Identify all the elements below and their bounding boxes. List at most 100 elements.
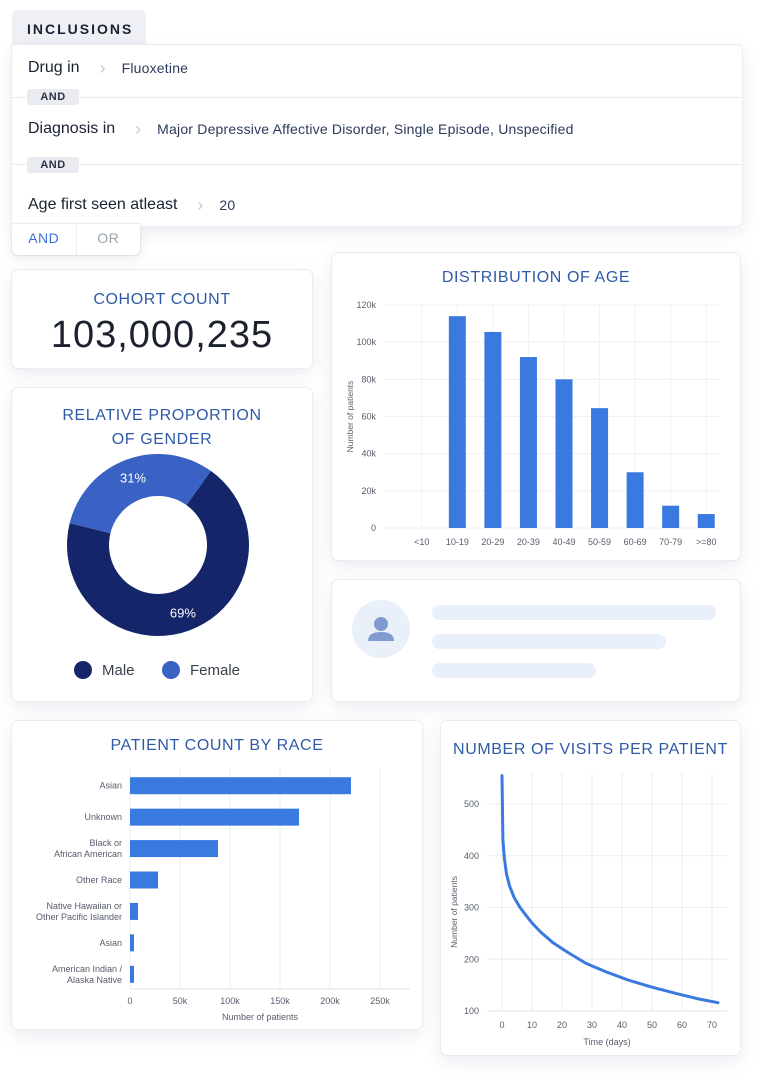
x-tick-label: 20-29 bbox=[481, 537, 504, 547]
divider bbox=[12, 97, 742, 98]
age-bar-20-29 bbox=[484, 331, 502, 528]
race-bar bbox=[130, 871, 158, 889]
skeleton-line bbox=[432, 605, 716, 620]
cohort-count-value: 103,000,235 bbox=[50, 314, 274, 356]
divider bbox=[12, 164, 742, 165]
y-tick-label: 400 bbox=[464, 851, 479, 861]
race-card: PATIENT COUNT BY RACE 0 50k 100k 150k 200k 25… bbox=[12, 721, 422, 1029]
male-percent-label: 69% bbox=[170, 606, 196, 621]
criterion-diagnosis[interactable]: Diagnosis in › Major Depressive Affectiv… bbox=[28, 115, 574, 143]
female-percent-label: 31% bbox=[120, 470, 146, 485]
cohort-count-title: COHORT COUNT bbox=[93, 291, 231, 308]
x-tick-label: 40 bbox=[617, 1020, 627, 1030]
visits-card: NUMBER OF VISITS PER PATIENT 0 10 20 30 40 50… bbox=[441, 721, 740, 1055]
x-tick-label: <10 bbox=[414, 537, 429, 547]
y-tick-label: 120k bbox=[356, 300, 376, 310]
race-category-label: American Indian / bbox=[52, 964, 123, 974]
skeleton-line bbox=[432, 663, 596, 678]
x-tick-label: 40-49 bbox=[552, 537, 575, 547]
y-tick-label: 300 bbox=[464, 903, 479, 913]
x-tick-label: 200k bbox=[320, 996, 340, 1006]
y-tick-label: 80k bbox=[361, 374, 376, 384]
race-bar bbox=[130, 934, 134, 952]
race-bar bbox=[130, 808, 299, 826]
x-tick-label: 50 bbox=[647, 1020, 657, 1030]
y-tick-label: 100k bbox=[356, 337, 376, 347]
age-chart-title: DISTRIBUTION OF AGE bbox=[441, 269, 631, 286]
criterion-value[interactable]: Fluoxetine bbox=[121, 60, 189, 76]
visits-chart-title: NUMBER OF VISITS PER PATIENT bbox=[453, 741, 728, 758]
visits-line-chart: 0 10 20 30 40 50 60 70 100 200 300 400 500 Time (days… bbox=[449, 773, 727, 1047]
x-tick-label: 60 bbox=[677, 1020, 687, 1030]
x-tick-label: 100k bbox=[220, 996, 240, 1006]
add-and-button[interactable]: AND bbox=[12, 224, 77, 255]
chevron-right-icon: › bbox=[135, 119, 142, 139]
y-tick-label: 100 bbox=[464, 1006, 479, 1016]
race-category-label: Alaska Native bbox=[67, 975, 122, 985]
y-tick-label: 20k bbox=[361, 486, 376, 496]
criterion-age[interactable]: Age first seen atleast › 20 bbox=[28, 191, 235, 219]
age-bar-20-39 bbox=[519, 357, 537, 528]
criterion-label: Diagnosis in bbox=[28, 120, 116, 137]
x-tick-label: 20-39 bbox=[517, 537, 540, 547]
inclusions-panel: Drug in › Fluoxetine AND Diagnosis in › … bbox=[12, 45, 742, 226]
age-bar-60-69 bbox=[626, 472, 644, 528]
race-category-label: Other Race bbox=[76, 875, 122, 885]
legend-female: Female bbox=[162, 661, 240, 679]
visits-series-line bbox=[500, 774, 720, 1005]
x-tick-label: 50k bbox=[173, 996, 188, 1006]
skeleton-line bbox=[432, 634, 666, 649]
race-category-label: African American bbox=[54, 849, 122, 859]
y-tick-label: 40k bbox=[361, 449, 376, 459]
age-bar->=80 bbox=[697, 514, 715, 528]
x-tick-label: >=80 bbox=[696, 537, 717, 547]
x-tick-label: 150k bbox=[270, 996, 290, 1006]
operator-badge[interactable]: AND bbox=[27, 157, 79, 173]
criterion-value[interactable]: 20 bbox=[219, 197, 236, 213]
gender-title-line1: RELATIVE PROPORTION bbox=[62, 407, 262, 424]
y-tick-label: 500 bbox=[464, 799, 479, 809]
race-category-label: Asian bbox=[99, 781, 122, 791]
legend-male: Male bbox=[74, 661, 135, 679]
race-chart-title: PATIENT COUNT BY RACE bbox=[110, 737, 324, 754]
race-category-label: Unknown bbox=[84, 812, 122, 822]
x-tick-label: 10-19 bbox=[446, 537, 469, 547]
race-bar bbox=[130, 965, 134, 983]
chevron-right-icon: › bbox=[99, 58, 106, 78]
race-category-label: Other Pacific Islander bbox=[36, 912, 122, 922]
x-axis-label: Time (days) bbox=[583, 1037, 630, 1047]
x-tick-label: 250k bbox=[370, 996, 390, 1006]
female-swatch bbox=[162, 661, 180, 679]
x-axis-label: Number of patients bbox=[222, 1012, 299, 1022]
y-axis-label: Number of patients bbox=[449, 876, 459, 948]
x-tick-label: 70-79 bbox=[659, 537, 682, 547]
chevron-right-icon: › bbox=[197, 195, 204, 215]
gender-donut-chart: 69% 31% bbox=[67, 454, 249, 636]
gender-title-line2: OF GENDER bbox=[111, 431, 213, 448]
criterion-value[interactable]: Major Depressive Affective Disorder, Sin… bbox=[157, 121, 574, 137]
donut-slice-female bbox=[69, 454, 211, 534]
inclusions-header: INCLUSIONS bbox=[12, 10, 146, 46]
gender-card: RELATIVE PROPORTION OF GENDER 69% 31% Mal… bbox=[12, 388, 312, 701]
x-tick-label: 30 bbox=[587, 1020, 597, 1030]
age-bar-10-19 bbox=[448, 316, 466, 528]
legend-female-label: Female bbox=[190, 661, 241, 679]
x-tick-label: 50-59 bbox=[588, 537, 611, 547]
criterion-label: Drug in bbox=[28, 59, 80, 76]
age-bar-40-49 bbox=[555, 379, 573, 528]
race-bar bbox=[130, 902, 138, 920]
add-operator-toggle: AND OR bbox=[12, 224, 140, 255]
donut-slice-male bbox=[67, 470, 249, 636]
race-bar bbox=[130, 777, 351, 795]
y-axis-label: Number of patients bbox=[345, 381, 355, 453]
x-tick-label: 70 bbox=[707, 1020, 717, 1030]
patient-profile-card bbox=[332, 580, 740, 701]
user-icon bbox=[368, 617, 394, 641]
cohort-count-card: COHORT COUNT 103,000,235 bbox=[12, 270, 312, 368]
criterion-drug[interactable]: Drug in › Fluoxetine bbox=[28, 54, 188, 82]
add-or-button[interactable]: OR bbox=[97, 230, 120, 246]
y-tick-label: 200 bbox=[464, 954, 479, 964]
y-tick-label: 60k bbox=[361, 412, 376, 422]
operator-badge[interactable]: AND bbox=[27, 89, 79, 105]
criterion-label: Age first seen atleast bbox=[28, 196, 178, 213]
